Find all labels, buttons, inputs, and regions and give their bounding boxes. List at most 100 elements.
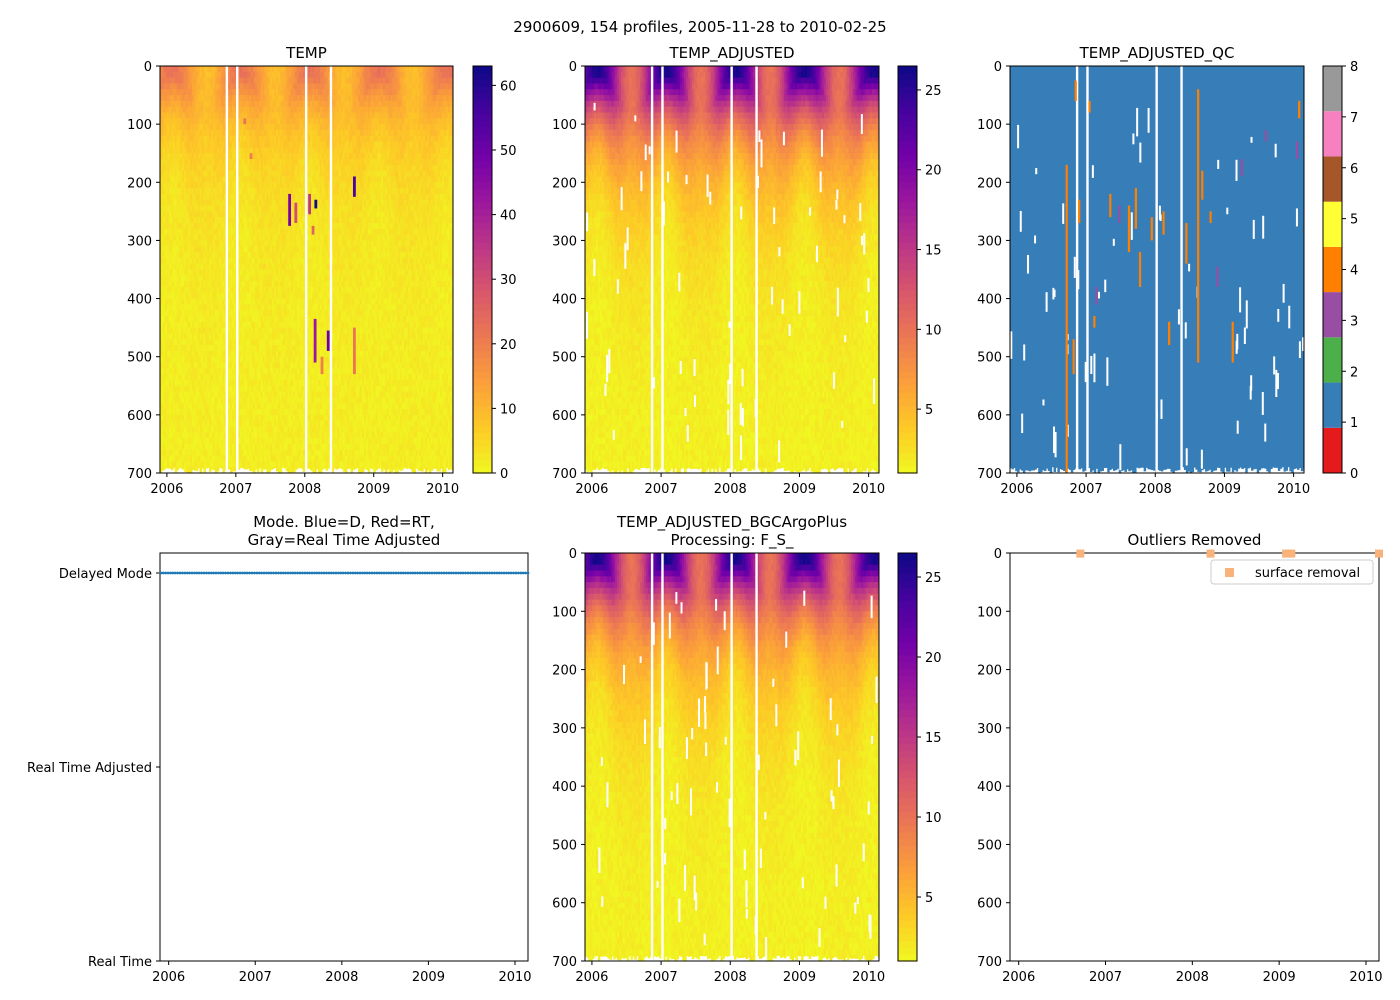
heatmap-cell — [270, 240, 273, 247]
heatmap-cell — [272, 263, 275, 270]
heatmap-cell — [184, 368, 187, 375]
heatmap-cell — [233, 240, 237, 247]
heatmap-cell — [201, 321, 204, 329]
heatmap-cell — [212, 153, 216, 160]
heatmap-cell — [199, 71, 203, 79]
heatmap-cell — [277, 304, 281, 311]
heatmap-cell — [203, 141, 206, 148]
heatmap-cell — [262, 112, 266, 119]
heatmap-cell — [170, 362, 174, 369]
heatmap-cell — [230, 379, 233, 387]
heatmap-cell — [178, 333, 182, 340]
heatmap-cell — [216, 310, 220, 317]
heatmap-cell — [289, 263, 292, 270]
heatmap-cell — [161, 159, 164, 166]
heatmap-cell — [268, 211, 271, 218]
heatmap-cell — [167, 281, 170, 288]
heatmap-cell — [222, 327, 225, 334]
heatmap-cell — [260, 397, 264, 404]
heatmap-cell — [160, 129, 162, 137]
heatmap-cell — [291, 316, 294, 323]
heatmap-cell — [180, 176, 183, 183]
heatmap-cell — [249, 316, 252, 323]
heatmap-cell — [180, 71, 183, 79]
heatmap-cell — [281, 164, 285, 172]
heatmap-cell — [163, 153, 166, 160]
heatmap-cell — [212, 397, 216, 404]
heatmap-cell — [230, 345, 233, 352]
heatmap-cell — [251, 205, 254, 212]
heatmap-cell — [174, 66, 178, 73]
heatmap-cell — [291, 159, 294, 166]
heatmap-cell — [266, 246, 269, 253]
heatmap-cell — [203, 432, 206, 439]
heatmap-cell — [266, 106, 269, 114]
heatmap-cell — [287, 246, 290, 253]
heatmap-cell — [180, 391, 183, 398]
heatmap-cell — [193, 170, 197, 177]
heatmap-cell — [199, 449, 203, 457]
heatmap-cell — [256, 89, 260, 96]
heatmap-cell — [191, 205, 195, 212]
heatmap-cell — [205, 66, 208, 73]
heatmap-cell — [220, 228, 224, 236]
heatmap-cell — [228, 414, 231, 422]
heatmap-cell — [212, 95, 216, 102]
heatmap-cell — [272, 403, 275, 410]
heatmap-cell — [254, 95, 258, 102]
heatmap-cell — [283, 83, 287, 90]
heatmap-cell — [197, 397, 201, 404]
heatmap-cell — [188, 409, 191, 416]
heatmap-cell — [220, 257, 224, 265]
heatmap-cell — [245, 135, 248, 143]
heatmap-cell — [268, 449, 271, 457]
heatmap-cell — [167, 228, 170, 236]
heatmap-cell — [176, 403, 180, 410]
heatmap-cell — [270, 129, 273, 137]
heatmap-cell — [218, 443, 222, 451]
heatmap-cell — [172, 321, 176, 329]
heatmap-cell — [270, 170, 273, 177]
heatmap-cell — [264, 403, 268, 410]
heatmap-cell — [211, 252, 214, 259]
heatmap-cell — [230, 356, 233, 364]
heatmap-cell — [224, 129, 227, 137]
heatmap-cell — [161, 71, 164, 79]
heatmap-cell — [224, 304, 227, 311]
heatmap-cell — [220, 124, 224, 131]
heatmap-cell — [279, 298, 283, 305]
heatmap-cell — [239, 321, 243, 329]
heatmap-cell — [160, 228, 162, 236]
heatmap-cell — [249, 95, 252, 102]
heatmap-cell — [209, 77, 212, 84]
heatmap-cell — [287, 252, 290, 259]
heatmap-cell — [245, 164, 248, 172]
heatmap-cell — [239, 420, 243, 427]
heatmap-cell — [268, 409, 271, 416]
heatmap-cell — [212, 164, 216, 172]
heatmap-cell — [279, 66, 283, 73]
heatmap-cell — [268, 298, 271, 305]
heatmap-cell — [274, 449, 277, 457]
heatmap-cell — [199, 321, 203, 329]
heatmap-cell — [254, 106, 258, 114]
heatmap-cell — [268, 432, 271, 439]
heatmap-cell — [184, 89, 187, 96]
heatmap-cell — [205, 316, 208, 323]
heatmap-cell — [241, 455, 245, 462]
heatmap-cell — [178, 164, 182, 172]
heatmap-cell — [161, 228, 164, 236]
heatmap-cell — [291, 292, 294, 300]
heatmap-cell — [184, 327, 187, 334]
panels: 2006 2007 2008 2009 201001002003004005006007… — [27, 44, 1383, 985]
heatmap-cell — [245, 397, 248, 404]
heatmap-cell — [224, 77, 227, 84]
heatmap-cell — [285, 164, 289, 172]
heatmap-cell — [287, 403, 290, 410]
heatmap-cell — [190, 414, 193, 422]
heatmap-cell — [172, 333, 176, 340]
heatmap-cell — [241, 350, 245, 358]
heatmap-cell — [224, 310, 227, 317]
heatmap-cell — [279, 77, 283, 84]
heatmap-cell — [245, 362, 248, 369]
